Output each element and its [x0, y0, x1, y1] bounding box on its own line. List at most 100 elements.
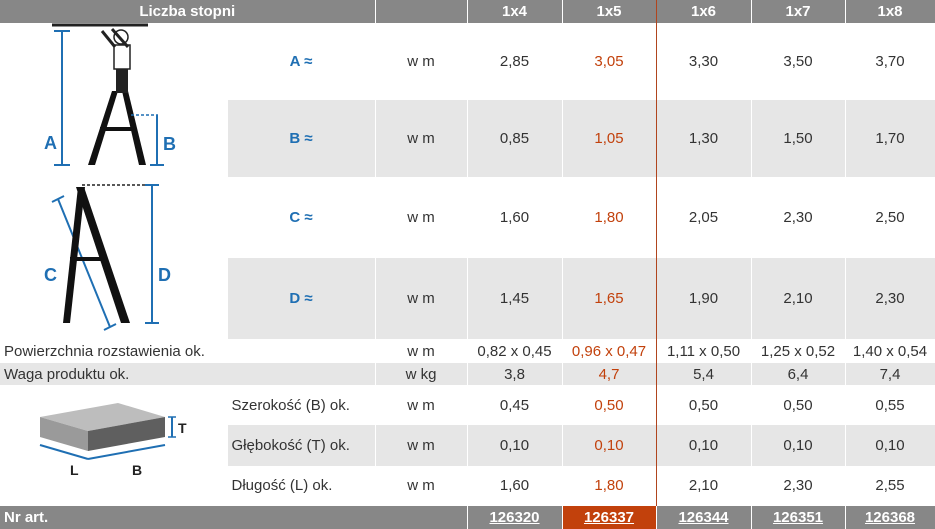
article-cell: 126368 — [845, 506, 935, 529]
label-d: D — [158, 265, 171, 285]
unit-cell: w m — [375, 465, 468, 506]
value-cell: 3,8 — [467, 363, 563, 385]
article-link[interactable]: 126337 — [583, 509, 635, 526]
value-cell: 2,30 — [845, 258, 935, 339]
unit-cell: w m — [375, 100, 468, 177]
value-cell: 1,65 — [561, 258, 657, 339]
label-l: L — [70, 462, 79, 478]
value-cell: 3,30 — [656, 23, 752, 100]
value-cell: 4,7 — [561, 363, 657, 385]
article-link[interactable]: 126351 — [772, 509, 824, 526]
value-cell: 2,10 — [656, 465, 752, 506]
header-row: Liczba stopni 1x4 1x5 1x6 1x7 1x8 — [0, 0, 935, 23]
value-cell: 0,96 x 0,47 — [561, 339, 657, 363]
value-cell: 1,45 — [467, 258, 563, 339]
value-cell: 3,50 — [751, 23, 846, 100]
value-cell: 2,50 — [845, 177, 935, 258]
header-col: 1x8 — [845, 0, 935, 23]
package-row-length: Długość (L) ok. w m 1,60 1,80 2,10 2,30 … — [0, 465, 935, 506]
value-cell: 1,90 — [656, 258, 752, 339]
article-cell: 126351 — [751, 506, 846, 529]
package-label: Szerokość (B) ok. — [227, 385, 376, 426]
dim-row-a: A B A ≈ w m 2,85 3,05 3,30 3,5 — [0, 23, 935, 177]
value-cell: 6,4 — [751, 363, 846, 385]
header-col: 1x4 — [467, 0, 563, 23]
header-col: 1x7 — [751, 0, 846, 23]
article-link[interactable]: 126344 — [678, 509, 729, 526]
header-col: 1x6 — [656, 0, 752, 23]
value-cell: 1,80 — [561, 465, 657, 506]
dim-label: C ≈ — [227, 177, 376, 258]
ladder-side-illustration: C D — [44, 184, 171, 331]
header-unit — [375, 0, 468, 23]
value-cell: 0,50 — [561, 385, 657, 426]
dim-label: B ≈ — [227, 100, 376, 177]
ladder-side-diagram: C D — [0, 177, 228, 339]
header-col: 1x5 — [561, 0, 657, 23]
value-cell: 0,50 — [751, 385, 846, 426]
value-cell: 0,10 — [751, 425, 846, 466]
value-cell: 1,70 — [845, 100, 935, 177]
value-cell: 2,05 — [656, 177, 752, 258]
package-diagram: T L B — [0, 385, 228, 506]
article-link[interactable]: 126368 — [864, 509, 916, 526]
header-label: Liczba stopni — [0, 0, 376, 23]
value-cell: 0,10 — [561, 425, 657, 466]
value-cell: 0,10 — [656, 425, 752, 466]
unit-cell: w m — [375, 385, 468, 426]
unit-cell: w m — [375, 177, 468, 258]
value-cell: 7,4 — [845, 363, 935, 385]
package-row-depth: Głębokość (T) ok. w m 0,10 0,10 0,10 0,1… — [0, 425, 935, 466]
dim-label: D ≈ — [227, 258, 376, 339]
unit-cell: w kg — [375, 363, 468, 385]
value-cell: 2,85 — [467, 23, 563, 100]
ladder-front-illustration: A B — [44, 23, 176, 166]
dim-label: A ≈ — [227, 23, 376, 100]
label-a: A — [44, 133, 57, 153]
value-cell: 1,40 x 0,54 — [845, 339, 935, 363]
package-row-width: T L B Szerokość (B) ok. w m 0,45 0,50 0,… — [0, 385, 935, 506]
article-row: Nr art. 126320 126337 126344 126351 1263… — [0, 506, 935, 529]
ladder-front-diagram: A B — [0, 23, 228, 177]
value-cell: 2,10 — [751, 258, 846, 339]
article-cell: 126320 — [467, 506, 563, 529]
package-box-illustration: T L B — [39, 403, 187, 478]
article-cell: 126337 — [562, 506, 657, 529]
value-cell: 2,30 — [751, 465, 846, 506]
package-label: Głębokość (T) ok. — [227, 425, 376, 466]
label-c: C — [44, 265, 57, 285]
dim-row-d: D ≈ w m 1,45 1,65 1,90 2,10 2,30 — [0, 258, 935, 339]
value-cell: 0,85 — [467, 100, 563, 177]
label-t: T — [178, 420, 187, 436]
weight-row: Waga produktu ok. w kg 3,8 4,7 5,4 6,4 7… — [0, 363, 935, 385]
value-cell: 0,50 — [656, 385, 752, 426]
unit-cell: w m — [375, 339, 468, 363]
value-cell: 1,60 — [467, 177, 563, 258]
dim-row-c: C D C ≈ w m 1,60 1,80 2,05 2,30 2,50 — [0, 177, 935, 339]
unit-cell: w m — [375, 425, 468, 466]
value-cell: 1,11 x 0,50 — [656, 339, 752, 363]
value-cell: 0,55 — [845, 385, 935, 426]
value-cell: 1,25 x 0,52 — [751, 339, 846, 363]
dim-row-b: B ≈ w m 0,85 1,05 1,30 1,50 1,70 — [0, 100, 935, 177]
unit-cell: w m — [375, 23, 468, 100]
value-cell: 3,70 — [845, 23, 935, 100]
article-cell: 126344 — [656, 506, 752, 529]
value-cell: 0,10 — [845, 425, 935, 466]
article-label: Nr art. — [0, 506, 468, 529]
value-cell: 1,50 — [751, 100, 846, 177]
package-label: Długość (L) ok. — [227, 465, 376, 506]
article-link[interactable]: 126320 — [489, 509, 540, 526]
value-cell: 3,05 — [561, 23, 657, 100]
value-cell: 0,10 — [467, 425, 563, 466]
weight-label: Waga produktu ok. — [0, 363, 376, 385]
value-cell: 2,30 — [751, 177, 846, 258]
value-cell: 5,4 — [656, 363, 752, 385]
unit-cell: w m — [375, 258, 468, 339]
value-cell: 0,82 x 0,45 — [467, 339, 563, 363]
label-b: B — [163, 134, 176, 154]
value-cell: 1,30 — [656, 100, 752, 177]
surface-label: Powierzchnia rozstawienia ok. — [0, 339, 376, 363]
value-cell: 2,55 — [845, 465, 935, 506]
